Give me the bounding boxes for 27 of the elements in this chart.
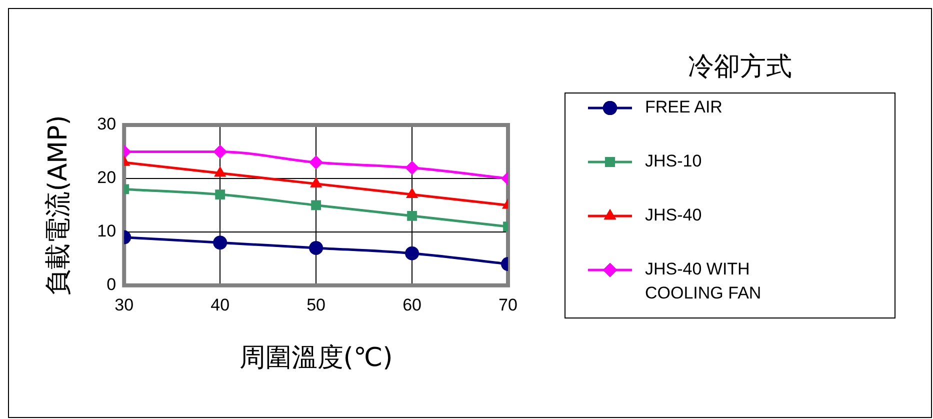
y-axis-title: 負載電流(AMP) [43, 115, 74, 296]
point [214, 166, 226, 177]
legend-title: 冷卻方式 [688, 52, 792, 82]
point [406, 188, 418, 198]
x-tick-label: 70 [498, 295, 518, 314]
legend-label: FREE AIR [645, 98, 722, 117]
x-axis-title: 周圍溫度(℃) [239, 343, 393, 374]
point [405, 246, 420, 260]
x-tick-label: 60 [402, 295, 422, 314]
y-tick-label: 10 [97, 222, 116, 241]
point [309, 240, 324, 255]
point [215, 190, 226, 200]
y-tick-label: 20 [97, 168, 116, 188]
legend-label: JHS-40 [645, 206, 702, 225]
point [309, 155, 324, 170]
point [405, 160, 420, 175]
x-tick-label: 50 [306, 295, 326, 314]
legend-label: JHS-40 WITH COOLING FAN [645, 260, 762, 303]
y-tick-label: 30 [97, 114, 116, 134]
x-tick-label: 30 [114, 295, 134, 314]
point [213, 236, 228, 250]
point [213, 144, 228, 159]
point [311, 200, 322, 210]
point [407, 210, 417, 221]
x-tick-label: 40 [210, 295, 230, 314]
y-tick-label: 0 [106, 275, 116, 294]
legend-label: JHS-10 [645, 152, 702, 171]
